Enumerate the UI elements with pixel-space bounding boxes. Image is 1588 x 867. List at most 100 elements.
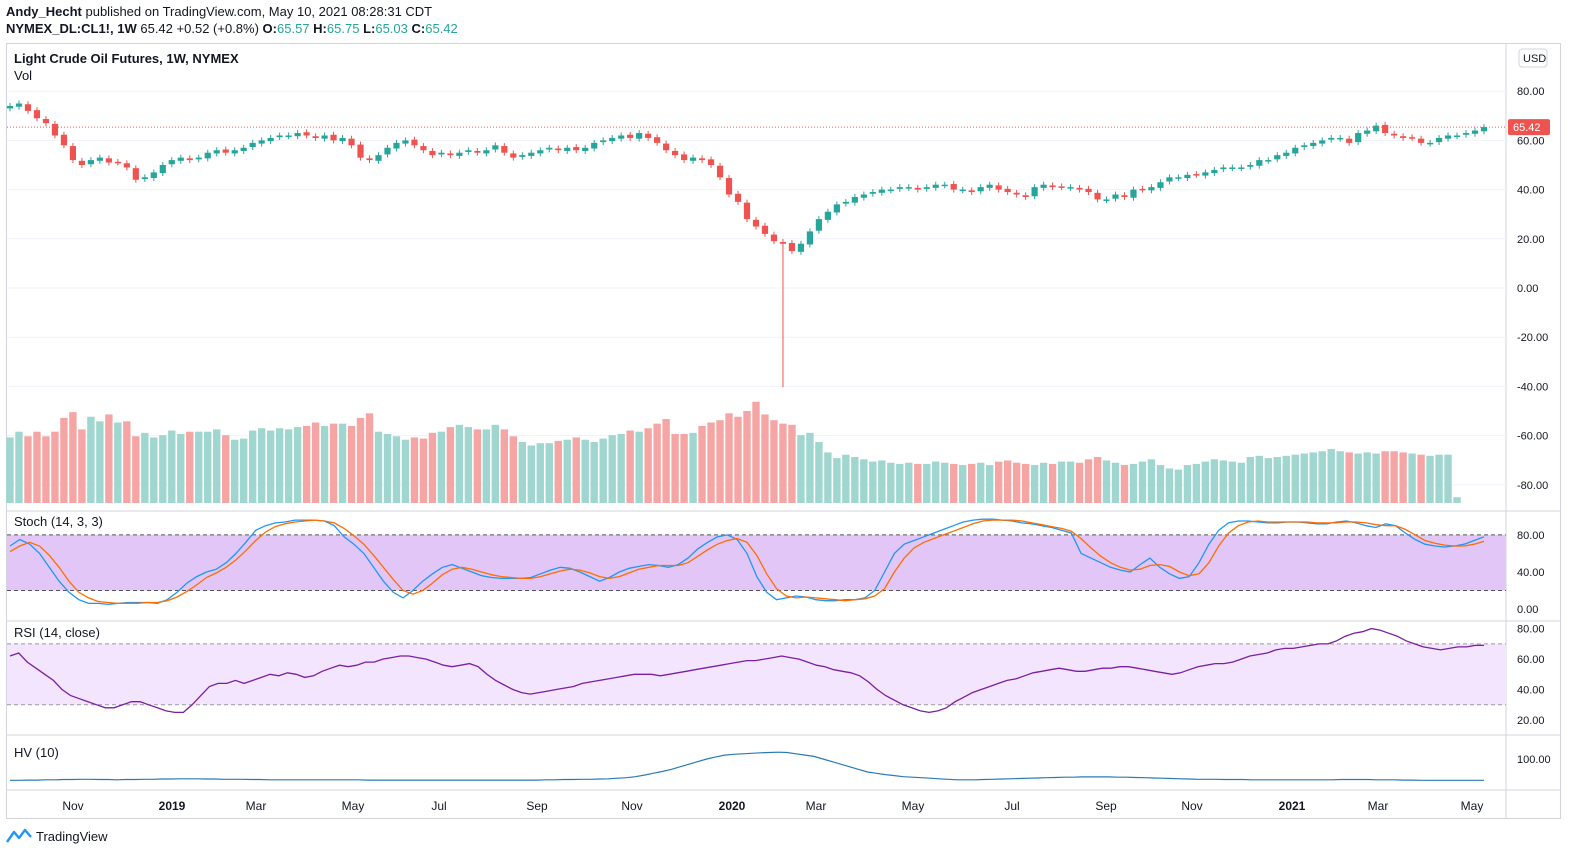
- time-axis-label: May: [1461, 799, 1484, 813]
- candle-body: [123, 163, 130, 168]
- high-value: 65.75: [326, 21, 360, 36]
- candle-body: [1184, 174, 1191, 179]
- candle-body: [959, 189, 966, 192]
- volume-bar: [419, 438, 428, 503]
- candle-body: [1148, 187, 1155, 191]
- candle-body: [725, 178, 733, 195]
- time-axis-label: 2021: [1279, 799, 1306, 813]
- currency-box: [1518, 48, 1548, 68]
- candle-body: [537, 150, 544, 154]
- volume-bar: [1264, 458, 1272, 503]
- volume-bar: [1138, 461, 1147, 503]
- volume-bar: [1327, 448, 1335, 503]
- candle-body: [69, 146, 77, 161]
- candle-body: [1031, 187, 1038, 197]
- volume-bar: [860, 459, 868, 503]
- chart-frame[interactable]: [6, 43, 1561, 819]
- price-axis-label: -80.00: [1517, 480, 1548, 492]
- volume-bar: [941, 462, 949, 503]
- rsi-axis-label: 60.00: [1517, 654, 1545, 666]
- candle-body: [42, 118, 50, 124]
- candle-body: [1229, 167, 1236, 169]
- candle-body: [33, 110, 41, 119]
- candle-body: [833, 204, 840, 213]
- candle-body: [294, 133, 301, 137]
- volume-bar: [896, 463, 904, 503]
- volume-bar: [293, 427, 302, 503]
- candle-body: [312, 136, 319, 138]
- volume-bar: [150, 437, 158, 503]
- volume-bar: [1012, 462, 1021, 503]
- volume-bar: [1030, 465, 1039, 503]
- candle-body: [96, 157, 103, 161]
- volume-bar: [15, 431, 23, 503]
- time-axis-label: 2019: [159, 799, 186, 813]
- author-name[interactable]: Andy_Hecht: [6, 4, 82, 19]
- volume-bar: [1426, 455, 1434, 503]
- stoch-band: [7, 534, 1506, 591]
- volume-bar: [1417, 454, 1425, 503]
- volume-bar: [51, 431, 59, 503]
- candle-body: [51, 123, 59, 136]
- volume-bar: [78, 429, 86, 503]
- volume-bar: [914, 463, 922, 503]
- price-axis-label: 0.00: [1517, 283, 1538, 295]
- candle-body: [932, 184, 939, 188]
- volume-bar: [1381, 451, 1389, 503]
- volume-bar: [1336, 451, 1344, 503]
- candle-body: [941, 184, 948, 187]
- candle-body: [276, 135, 283, 138]
- candle-body: [375, 155, 382, 161]
- stoch-axis-label: 40.00: [1517, 567, 1545, 579]
- time-axis-label: Mar: [246, 799, 267, 813]
- candle-body: [680, 154, 688, 161]
- volume-bar: [923, 463, 931, 503]
- volume-bar: [788, 424, 796, 503]
- time-axis-label: Nov: [621, 799, 642, 813]
- rsi-band: [7, 643, 1506, 705]
- volume-bar: [779, 423, 787, 503]
- volume-bar: [311, 422, 320, 503]
- candle-body: [132, 168, 139, 180]
- candle-body: [483, 150, 490, 154]
- volume-bar: [1120, 465, 1129, 503]
- candle-body: [1040, 184, 1047, 188]
- volume-bar: [1102, 460, 1111, 503]
- volume-bar: [1201, 461, 1210, 503]
- candle-body: [564, 147, 571, 151]
- volume-bar: [437, 431, 446, 503]
- main-pane-title: Light Crude Oil Futures, 1W, NYMEX: [14, 51, 239, 66]
- candle-body: [285, 135, 292, 137]
- volume-bar: [752, 401, 760, 503]
- candle-body: [914, 187, 921, 190]
- candle-body: [1139, 188, 1146, 191]
- price-axis-label: 20.00: [1517, 234, 1545, 246]
- candle-body: [869, 192, 876, 194]
- volume-bar: [635, 431, 643, 503]
- stoch-label: Stoch (14, 3, 3): [14, 514, 103, 529]
- candle-body: [492, 145, 499, 150]
- volume-bar: [365, 413, 374, 503]
- candle-body: [1013, 192, 1020, 195]
- volume-bar: [968, 463, 976, 503]
- candle-body: [797, 243, 805, 252]
- volume-bar: [24, 436, 32, 503]
- volume-bar: [554, 440, 562, 503]
- footer-brand[interactable]: TradingView: [6, 828, 108, 844]
- volume-bar: [527, 445, 535, 503]
- volume-bar: [1255, 455, 1263, 503]
- price-change: +0.52 (+0.8%): [176, 21, 259, 36]
- candle-body: [330, 134, 337, 141]
- volume-bar: [1363, 452, 1371, 503]
- candle-body: [770, 234, 778, 242]
- volume-bar: [1372, 453, 1380, 503]
- tradingview-logo-icon: [6, 828, 32, 843]
- volume-bar: [347, 425, 356, 503]
- rsi-label: RSI (14, close): [14, 625, 100, 640]
- volume-bar: [680, 434, 688, 503]
- volume-bar: [1165, 468, 1174, 503]
- stoch-axis-label: 0.00: [1517, 604, 1538, 616]
- candle-body: [1292, 147, 1299, 154]
- volume-bar: [446, 427, 455, 503]
